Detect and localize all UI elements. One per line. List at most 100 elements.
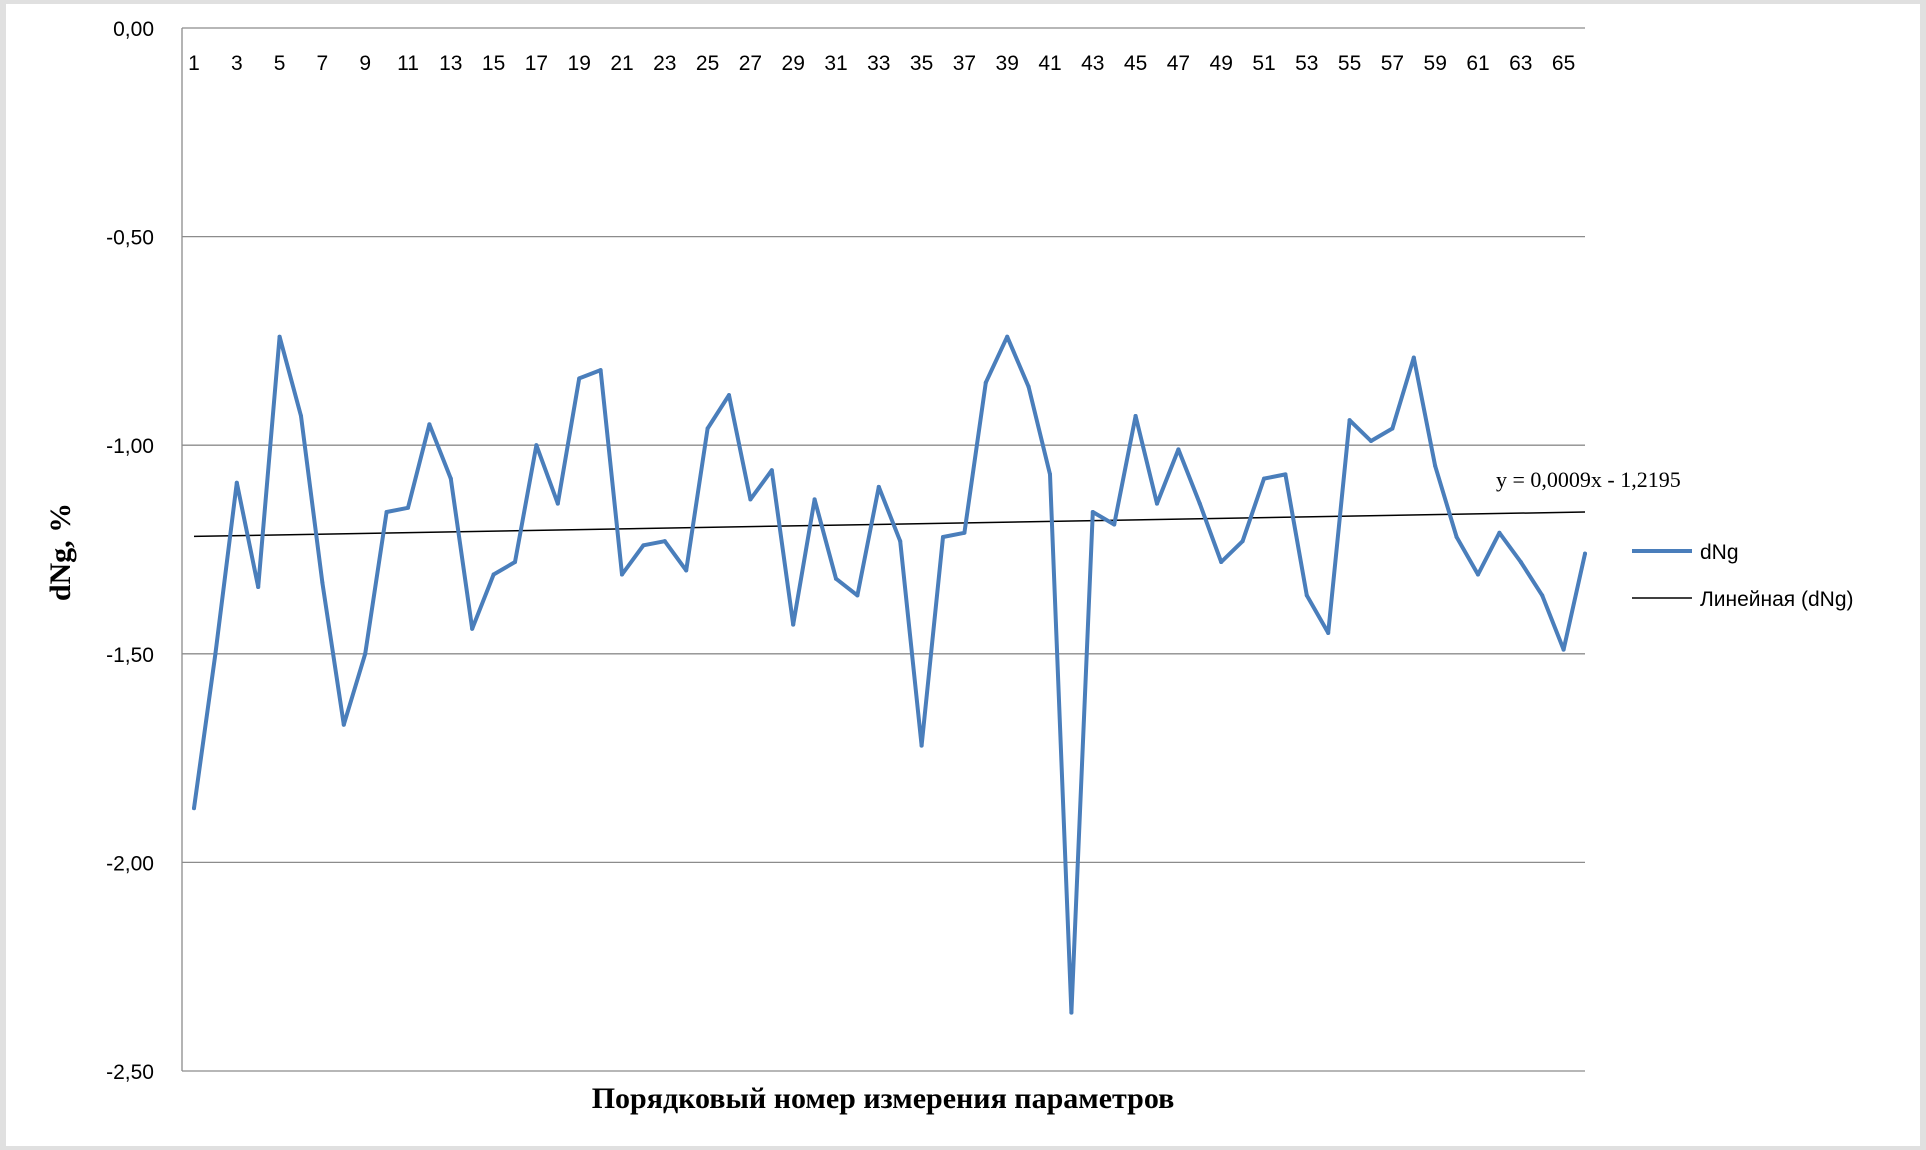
y-tick-label: -2,00 (106, 852, 154, 875)
data-point (384, 509, 389, 514)
x-tick-label: 65 (1552, 52, 1575, 75)
data-point (641, 543, 646, 548)
x-tick-label: 3 (231, 52, 243, 75)
data-point (983, 380, 988, 385)
x-tick-label: 27 (739, 52, 762, 75)
legend-label-dng: dNg (1700, 541, 1739, 564)
x-tick-label: 23 (653, 52, 676, 75)
trendline (193, 511, 1586, 538)
grid-lines (182, 235, 1585, 1072)
trendline-equation: y = 0,0009x - 1,2195 (1496, 467, 1681, 492)
series-line-dng (192, 334, 1587, 1015)
data-point (1347, 418, 1352, 423)
data-point (1112, 522, 1117, 527)
data-point (1155, 501, 1159, 506)
x-tick-label: 13 (439, 52, 462, 75)
data-point (277, 334, 282, 339)
x-tick-label: 9 (359, 52, 371, 75)
x-tick-label: 59 (1424, 52, 1447, 75)
x-tick-label: 45 (1124, 52, 1147, 75)
data-point (1454, 534, 1459, 539)
data-point (320, 580, 325, 585)
legend: dNg Линейная (dNg) (1632, 541, 1854, 611)
x-axis-title: Порядковый номер измерения параметров (592, 1082, 1175, 1115)
data-point (1433, 464, 1438, 469)
data-point (1369, 439, 1373, 444)
data-point (256, 585, 261, 590)
x-tick-label: 21 (610, 52, 633, 75)
data-point (1240, 539, 1245, 544)
y-tick-labels: 0,00 -0,50 -1,00 -1,50 -2,00 -2,50 (106, 18, 154, 1084)
frame-edge-left (0, 0, 6, 1150)
data-point (1583, 551, 1587, 556)
data-point (513, 560, 517, 565)
x-tick-label: 51 (1252, 52, 1275, 75)
x-tick-label: 33 (867, 52, 890, 75)
data-point (769, 468, 774, 473)
x-tick-label: 11 (397, 52, 419, 75)
data-point (363, 651, 368, 656)
series-layer (192, 334, 1587, 1015)
data-point (1005, 334, 1010, 339)
data-point (684, 568, 689, 573)
x-tick-label: 1 (188, 52, 200, 75)
data-point (534, 443, 539, 448)
data-point (192, 806, 196, 811)
data-point (1048, 472, 1052, 477)
data-point (1133, 413, 1138, 418)
data-point (1283, 472, 1288, 477)
data-point (1561, 647, 1566, 652)
x-tick-label: 19 (568, 52, 591, 75)
data-point (555, 501, 560, 506)
data-point (727, 393, 731, 398)
data-point (448, 476, 453, 481)
data-point (1176, 447, 1181, 452)
data-point (213, 651, 218, 656)
data-point (1304, 593, 1309, 598)
data-point (748, 497, 753, 502)
x-tick-label: 5 (274, 52, 286, 75)
trendline-layer (193, 511, 1586, 538)
legend-label-trendline: Линейная (dNg) (1700, 588, 1854, 611)
axes (181, 27, 1585, 1071)
y-tick-label: 0,00 (113, 18, 154, 41)
y-tick-label: -1,00 (106, 435, 154, 458)
x-tick-label: 15 (482, 52, 505, 75)
x-tick-label: 43 (1081, 52, 1104, 75)
x-tick-label: 41 (1038, 52, 1061, 75)
data-point (1197, 501, 1202, 506)
x-tick-label: 35 (910, 52, 933, 75)
x-tick-label: 7 (317, 52, 329, 75)
data-point (791, 622, 796, 627)
data-point (598, 368, 603, 373)
data-point (234, 480, 239, 485)
y-tick-label: -1,50 (106, 644, 154, 667)
data-point (406, 505, 410, 510)
x-tick-label: 49 (1210, 52, 1233, 75)
data-point (1390, 426, 1395, 431)
data-point (620, 572, 624, 577)
frame-edge-right (1920, 0, 1926, 1150)
data-point (941, 534, 945, 539)
data-point (427, 422, 432, 427)
x-tick-label: 63 (1509, 52, 1532, 75)
data-point (491, 572, 496, 577)
data-point (1090, 509, 1095, 514)
data-point (577, 376, 582, 381)
data-point (1518, 560, 1523, 565)
data-point (1069, 1010, 1074, 1015)
data-point (1540, 593, 1545, 598)
x-tick-label: 57 (1381, 52, 1404, 75)
data-point (1411, 355, 1416, 360)
data-point (962, 530, 967, 535)
x-tick-label: 39 (996, 52, 1019, 75)
x-tick-labels: 1 3 5 7 9 11 13 15 17 19 21 23 25 27 29 31 33 35 37 39 41 43 4… (188, 52, 1575, 75)
y-tick-label: -0,50 (106, 227, 154, 250)
data-point (341, 722, 346, 727)
data-point (705, 426, 710, 431)
x-tick-label: 25 (696, 52, 719, 75)
x-tick-label: 29 (782, 52, 805, 75)
x-tick-label: 37 (953, 52, 976, 75)
data-point (812, 497, 817, 502)
